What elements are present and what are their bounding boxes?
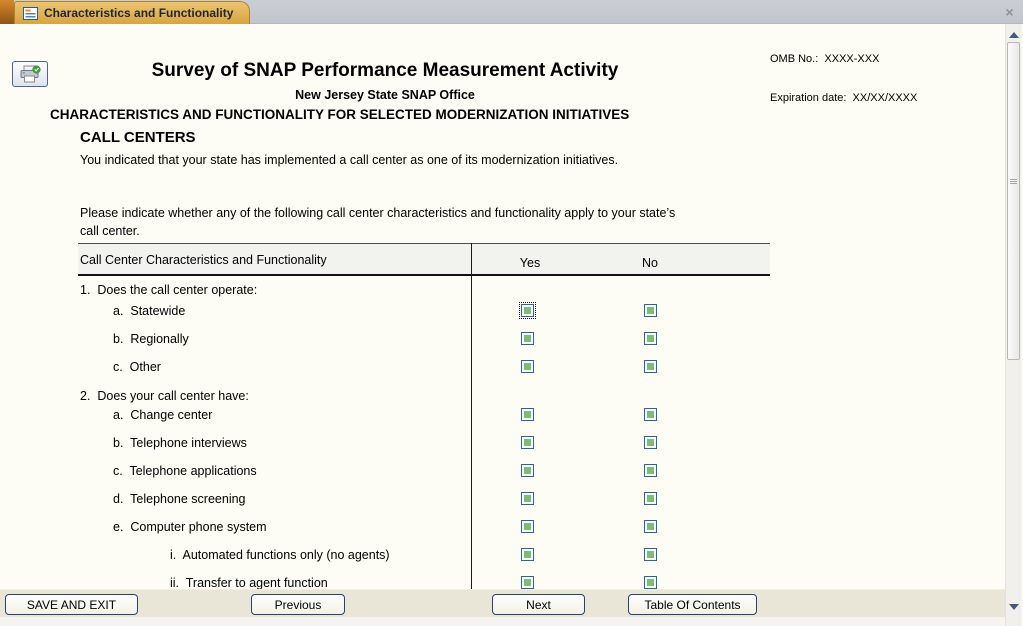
checkbox-fill xyxy=(647,307,654,314)
printer-icon xyxy=(20,64,41,82)
row-label: 1. Does the call center operate: xyxy=(80,283,258,297)
no-checkbox[interactable] xyxy=(644,408,657,421)
row-2c-telephone-applications: c. Telephone applications xyxy=(78,457,770,485)
row-1c-other: c. Other xyxy=(78,353,770,381)
omb-block: OMB No.: XXXX-XXX Expiration date: XX/XX… xyxy=(770,27,917,131)
yes-checkbox[interactable] xyxy=(521,520,534,533)
no-checkbox[interactable] xyxy=(644,332,657,345)
row-2e-computer-phone-system: e. Computer phone system xyxy=(78,513,770,541)
checkbox-fill xyxy=(524,335,531,342)
checkbox-fill xyxy=(524,411,531,418)
checkbox-fill xyxy=(647,551,654,558)
yes-checkbox[interactable] xyxy=(521,548,534,561)
row-label: 2. Does your call center have: xyxy=(80,389,249,403)
no-checkbox[interactable] xyxy=(644,576,657,589)
row-2b-telephone-interviews: b. Telephone interviews xyxy=(78,429,770,457)
checkbox-fill xyxy=(647,467,654,474)
scroll-down-icon[interactable] xyxy=(1009,604,1019,610)
table-header-label: Call Center Characteristics and Function… xyxy=(80,253,327,267)
yes-checkbox[interactable] xyxy=(521,464,534,477)
checkbox-fill xyxy=(524,439,531,446)
intro-paragraph: You indicated that your state has implem… xyxy=(80,153,619,167)
row-2e-i-automated-functions: i. Automated functions only (no agents) xyxy=(78,541,770,569)
yes-checkbox[interactable] xyxy=(521,492,534,505)
checkbox-fill xyxy=(524,551,531,558)
no-checkbox[interactable] xyxy=(644,464,657,477)
checkbox-fill xyxy=(647,363,654,370)
close-icon[interactable]: × xyxy=(1005,3,1014,20)
omb-number: OMB No.: XXXX-XXX xyxy=(770,53,880,65)
checkbox-fill xyxy=(647,439,654,446)
no-checkbox[interactable] xyxy=(644,492,657,505)
row-label: a. Statewide xyxy=(113,304,186,318)
previous-button[interactable]: Previous xyxy=(251,594,345,615)
footer-bar: SAVE AND EXIT Previous Next Table Of Con… xyxy=(0,589,1005,617)
checkbox-fill xyxy=(647,523,654,530)
instruction-paragraph: Please indicate whether any of the follo… xyxy=(80,206,676,238)
checkbox-fill xyxy=(647,335,654,342)
scroll-up-icon[interactable] xyxy=(1009,32,1019,38)
column-divider xyxy=(471,243,472,590)
row-q1: 1. Does the call center operate: xyxy=(78,280,770,300)
form-icon xyxy=(23,6,38,20)
scrollbar-grip-icon xyxy=(1010,179,1017,180)
row-1b-regionally: b. Regionally xyxy=(78,325,770,353)
yes-checkbox[interactable] xyxy=(521,576,534,589)
no-checkbox[interactable] xyxy=(644,548,657,561)
tab-label: Characteristics and Functionality xyxy=(44,6,234,20)
right-edge xyxy=(1021,24,1023,626)
checkbox-fill xyxy=(524,523,531,530)
checkbox-fill xyxy=(647,411,654,418)
yes-checkbox[interactable] xyxy=(521,408,534,421)
tab-bar-left-strip xyxy=(0,0,14,24)
row-label: c. Telephone applications xyxy=(113,464,257,478)
scrollbar-thumb[interactable] xyxy=(1007,42,1020,360)
no-checkbox[interactable] xyxy=(644,360,657,373)
no-checkbox[interactable] xyxy=(644,436,657,449)
checkbox-fill xyxy=(524,579,531,586)
footer-strip xyxy=(0,617,1005,626)
yes-checkbox[interactable] xyxy=(519,302,536,319)
yes-checkbox[interactable] xyxy=(521,360,534,373)
row-2e-ii-transfer-to-agent: ii. Transfer to agent function xyxy=(78,569,770,597)
save-and-exit-button[interactable]: SAVE AND EXIT xyxy=(5,594,138,615)
row-q2: 2. Does your call center have: xyxy=(78,386,770,406)
page-title: Survey of SNAP Performance Measurement A… xyxy=(151,60,619,81)
checkbox-fill xyxy=(647,579,654,586)
expiration-date: Expiration date: XX/XX/XXXX xyxy=(770,92,918,104)
yes-column-header: Yes xyxy=(519,256,541,270)
checkbox-fill xyxy=(524,495,531,502)
table-header: Call Center Characteristics and Function… xyxy=(78,243,770,276)
next-button[interactable]: Next xyxy=(492,594,585,615)
table-of-contents-button[interactable]: Table Of Contents xyxy=(628,594,757,615)
no-checkbox[interactable] xyxy=(644,520,657,533)
call-centers-heading: CALL CENTERS xyxy=(80,129,196,146)
org-subtitle: New Jersey State SNAP Office xyxy=(295,88,475,102)
row-2d-telephone-screening: d. Telephone screening xyxy=(78,485,770,513)
row-label: d. Telephone screening xyxy=(113,492,246,506)
row-label: ii. Transfer to agent function xyxy=(170,576,328,590)
no-column-header: No xyxy=(642,256,658,270)
yes-checkbox[interactable] xyxy=(521,436,534,449)
row-1a-statewide: a. Statewide xyxy=(78,297,770,325)
print-button[interactable] xyxy=(12,61,48,87)
row-label: e. Computer phone system xyxy=(113,520,267,534)
checkbox-fill xyxy=(647,495,654,502)
row-label: a. Change center xyxy=(113,408,213,422)
row-2a-change-center: a. Change center xyxy=(78,401,770,429)
section-title: CHARACTERISTICS AND FUNCTIONALITY FOR SE… xyxy=(50,107,630,122)
checkbox-fill xyxy=(524,363,531,370)
no-checkbox[interactable] xyxy=(644,304,657,317)
tab-characteristics-and-functionality[interactable]: Characteristics and Functionality xyxy=(14,1,251,24)
row-label: c. Other xyxy=(113,360,161,374)
tab-bar: Characteristics and Functionality × xyxy=(0,0,1023,24)
row-label: i. Automated functions only (no agents) xyxy=(170,548,390,562)
yes-checkbox[interactable] xyxy=(521,332,534,345)
checkbox-fill xyxy=(524,307,531,314)
checkbox-fill xyxy=(524,467,531,474)
row-label: b. Telephone interviews xyxy=(113,436,247,450)
row-label: b. Regionally xyxy=(113,332,189,346)
vertical-scrollbar[interactable] xyxy=(1005,24,1021,626)
